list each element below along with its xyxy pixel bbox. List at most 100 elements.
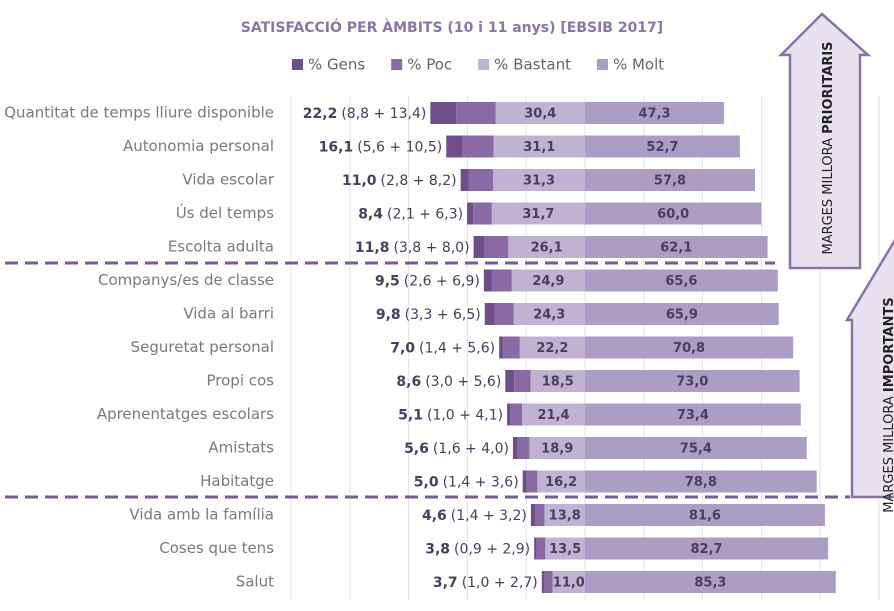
left-total: 9,8: [376, 307, 401, 323]
category-label: Vida escolar: [182, 171, 274, 189]
bar-segment: [585, 269, 778, 292]
bar-label: 78,8: [685, 475, 717, 490]
annotation-bold: IMPORTANTS: [882, 297, 894, 392]
bar-segment: [585, 169, 755, 191]
left-detail: (3,0 + 5,6): [425, 374, 501, 390]
chart-title: SATISFACCIÓ PER ÀMBITS (10 i 11 anys) [E…: [241, 18, 663, 36]
bar-segment: [473, 202, 492, 225]
left-label: 8,4 (2,1 + 6,3): [358, 207, 463, 223]
bar-label: 13,5: [549, 542, 581, 557]
left-label: 5,0 (1,4 + 3,6): [414, 475, 519, 491]
left-detail: (2,1 + 6,3): [387, 207, 463, 223]
bar-segment: [585, 370, 800, 392]
left-total: 7,0: [390, 341, 415, 357]
legend-swatch: [596, 59, 608, 70]
bar-segment: [462, 135, 494, 158]
bar-segment: [512, 437, 518, 459]
bar-segment: [508, 236, 585, 258]
bar-label: 73,4: [677, 408, 709, 423]
legend-label: % Poc: [407, 56, 452, 74]
bar-label: 47,3: [638, 107, 670, 122]
left-detail: (1,0 + 4,1): [427, 408, 503, 424]
bar-segment: [585, 135, 740, 158]
bar-label: 60,0: [657, 207, 689, 222]
left-total: 5,1: [398, 408, 423, 424]
bar-label: 24,3: [533, 308, 565, 323]
bar-label: 31,3: [523, 174, 555, 189]
bar-label: 70,8: [673, 341, 705, 356]
bar-segment: [473, 236, 485, 258]
category-label: Autonomia personal: [123, 137, 274, 155]
bar-label: 73,0: [676, 375, 708, 390]
left-detail: (8,8 + 13,4): [341, 106, 426, 122]
left-label: 5,1 (1,0 + 4,1): [398, 408, 503, 424]
bar-segment: [585, 236, 768, 258]
bar-segment: [467, 202, 474, 225]
arrow: [777, 12, 872, 270]
bar-segment: [505, 370, 515, 392]
bar-segment: [491, 202, 585, 225]
left-label: 3,7 (1,0 + 2,7): [433, 575, 538, 591]
bar-label: 24,9: [532, 274, 564, 289]
bar-segment: [585, 504, 825, 526]
left-total: 8,4: [358, 207, 383, 223]
bar-segment: [513, 303, 585, 325]
left-label: 9,5 (2,6 + 6,9): [375, 274, 480, 290]
category-label: Aprenentatges escolars: [97, 405, 274, 423]
bar-segment: [522, 403, 585, 426]
bar-segment: [510, 403, 523, 426]
bar-segment: [483, 269, 492, 292]
bar-segment: [585, 102, 725, 124]
left-total: 3,8: [425, 542, 450, 558]
bar-segment: [585, 202, 762, 225]
bar-label: 57,8: [654, 174, 686, 189]
bar-segment: [585, 437, 807, 459]
bar-segment: [522, 470, 527, 493]
left-detail: (1,4 + 5,6): [419, 341, 495, 357]
left-label: 3,8 (0,9 + 2,9): [425, 542, 530, 558]
left-total: 11,0: [342, 173, 377, 189]
annotation-text: MARGES MILLORA: [821, 134, 836, 255]
bar-label: 65,9: [666, 308, 698, 323]
bar-segment: [519, 336, 585, 359]
left-label: 8,6 (3,0 + 5,6): [396, 374, 501, 390]
category-label: Escolta adulta: [168, 238, 274, 256]
left-label: 16,1 (5,6 + 10,5): [319, 140, 443, 156]
left-total: 22,2: [303, 106, 338, 122]
bars: 30,4 47,3 31,1 52,7 31,3 57,8 31,7 60,0 26,1 62,1…: [430, 102, 836, 593]
bar-segment: [585, 571, 836, 593]
bar-label: 21,4: [538, 408, 570, 423]
category-label: Amistats: [208, 439, 274, 457]
left-label: 11,8 (3,8 + 8,0): [355, 240, 470, 256]
bar-segment: [585, 336, 794, 359]
bar-segment: [493, 135, 585, 158]
legend: % Gens % Poc % Bastant % Molt: [292, 56, 664, 74]
bar-label: 65,6: [665, 274, 697, 289]
category-label: Quantitat de temps lliure disponible: [4, 104, 274, 122]
bar-segment: [545, 537, 585, 560]
bar-label: 11,0: [553, 576, 585, 591]
bar-segment: [530, 504, 536, 526]
left-label: 9,8 (3,3 + 6,5): [376, 307, 481, 323]
left-detail: (5,6 + 10,5): [357, 140, 442, 156]
bar-segment: [460, 169, 469, 191]
bar-segment: [484, 236, 509, 258]
left-detail: (1,4 + 3,2): [451, 508, 527, 524]
left-label: 7,0 (1,4 + 5,6): [390, 341, 495, 357]
bar-label: 18,5: [542, 375, 574, 390]
bar-label: 31,1: [523, 140, 555, 155]
bar-segment: [544, 504, 585, 526]
left-label: 22,2 (8,8 + 13,4): [303, 106, 427, 122]
bar-segment: [534, 537, 537, 560]
left-total: 9,5: [375, 274, 400, 290]
bar-label: 18,9: [541, 442, 573, 457]
bar-label: 13,8: [549, 509, 581, 524]
bar-segment: [456, 102, 496, 124]
bar-label: 30,4: [524, 107, 556, 122]
bar-segment: [503, 336, 520, 359]
legend-label: % Bastant: [494, 56, 571, 74]
bar-label: 62,1: [660, 241, 692, 256]
bar-label: 31,7: [522, 207, 554, 222]
bar-segment: [585, 303, 779, 325]
left-total: 3,7: [433, 575, 458, 591]
